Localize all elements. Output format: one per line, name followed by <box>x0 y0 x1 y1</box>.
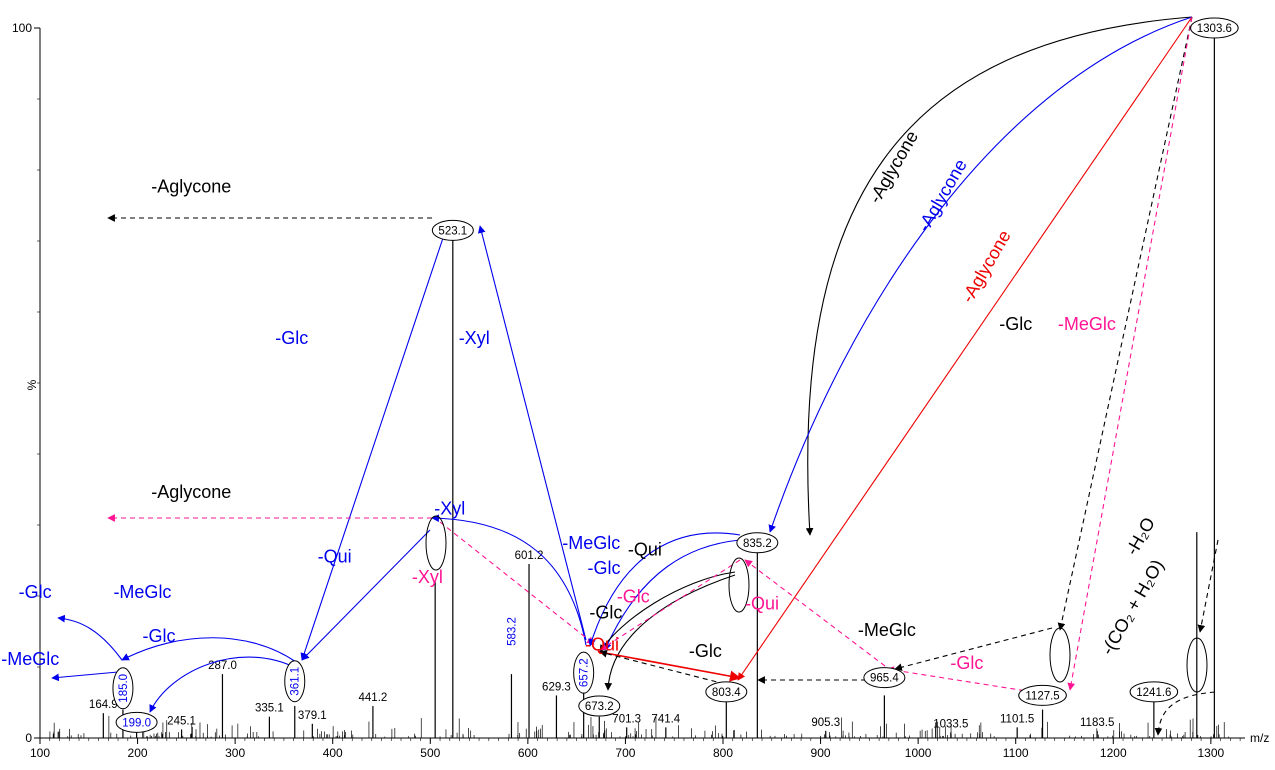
x-tick-label: 500 <box>420 746 440 760</box>
x-tick-label: 1000 <box>905 746 932 760</box>
ion-label-1303.6: 1303.6 <box>1190 17 1239 39</box>
peak-label-601.2: 601.2 <box>515 550 544 562</box>
svg-text:657.2: 657.2 <box>579 658 591 687</box>
ion-labels: 1303.6 523.1 835.2 657.2 673.2 803.4 965.4 1127… <box>112 17 1239 733</box>
annotation-black-5: -MeGlc <box>858 620 916 640</box>
loss-annotations: -Aglycone-Aglycone-Glc-Qui-Glc-MeGlc-Glc… <box>1 127 1168 673</box>
x-tick-label: 1300 <box>1197 746 1224 760</box>
svg-text:1303.6: 1303.6 <box>1197 23 1232 35</box>
annotation-blue-5: -MeGlc <box>562 533 620 553</box>
peak-label-905.3: 905.3 <box>811 717 840 729</box>
annotation-blue-2: -Xyl <box>459 328 490 348</box>
svg-text:1241.6: 1241.6 <box>1136 687 1171 699</box>
svg-text:673.2: 673.2 <box>585 701 614 713</box>
annotation-black-1: -Aglycone <box>151 177 231 197</box>
svg-text:523.1: 523.1 <box>438 225 467 237</box>
peak-label-164.9: 164.9 <box>89 699 118 711</box>
fragmentation-arrows <box>51 16 1219 736</box>
annotation-blue-6: -Glc <box>587 558 620 578</box>
x-tick-label: 1200 <box>1100 746 1127 760</box>
annotation-blue-9: -Glc <box>143 626 176 646</box>
peak-label-701.3: 701.3 <box>612 713 641 725</box>
ion-label-1241.6: 1241.6 <box>1129 681 1179 703</box>
y-tick-label: 0 <box>25 731 32 745</box>
x-tick-label: 300 <box>225 746 245 760</box>
svg-text:199.0: 199.0 <box>122 717 151 729</box>
annotation-blue-4: -Qui <box>318 547 352 567</box>
annotation-black-6: -Glc <box>689 641 722 661</box>
annotation-black-7: -(CO₂ + H₂O) <box>1097 556 1168 658</box>
peak-label-441.2: 441.2 <box>359 692 388 704</box>
x-tick-label: 800 <box>713 746 733 760</box>
peak-label-335.1: 335.1 <box>255 703 284 715</box>
peak-label-1183.5: 1183.5 <box>1080 717 1114 729</box>
svg-text:965.4: 965.4 <box>870 673 899 685</box>
ion-label-361.1: 361.1 <box>284 660 306 703</box>
annotation-black-0: -Aglycone <box>865 127 922 206</box>
annotation-red-0: -Aglycone <box>957 227 1014 306</box>
annotation-blue-1: -Glc <box>275 328 308 348</box>
svg-text:185.0: 185.0 <box>118 674 130 703</box>
ion-label-835.2: 835.2 <box>736 532 779 554</box>
x-axis-label: m/z <box>1250 731 1269 745</box>
peak-label-1101.5: 1101.5 <box>1000 713 1034 725</box>
peaks-layer: 164.9 245.1 287.0 335.1 379.1 441.2 601.2 629.3… <box>49 28 1230 738</box>
ion-label-185.0: 185.0 <box>112 667 134 710</box>
annotation-magenta-3: -Qui <box>745 593 779 613</box>
ion-label-673.2: 673.2 <box>578 695 621 717</box>
svg-text:803.4: 803.4 <box>712 687 741 699</box>
ion-ellipses <box>425 515 1208 693</box>
ion-label-657.2: 657.2 <box>573 651 595 694</box>
x-tick-label: 700 <box>615 746 635 760</box>
peak-label-287: 287.0 <box>208 660 237 672</box>
peak-label-741.4: 741.4 <box>651 713 680 725</box>
ion-label-1127.5: 1127.5 <box>1018 684 1067 706</box>
svg-text:361.1: 361.1 <box>290 667 302 696</box>
annotation-blue-3: -Xyl <box>434 498 465 518</box>
annotation-black-2: -Glc <box>999 314 1032 334</box>
ion-label-803.4: 803.4 <box>705 681 748 703</box>
axis-ticks: 100 200 300 400 500 600 700 800 900 1000 1100 1200 1… <box>12 21 1241 760</box>
x-tick-label: 400 <box>323 746 343 760</box>
ion-label-583.2: 583.2 <box>506 617 518 646</box>
annotation-magenta-1: -Xyl <box>412 567 443 587</box>
ion-label-523.1: 523.1 <box>431 219 474 241</box>
svg-text:583.2: 583.2 <box>506 617 518 646</box>
peak-label-629.3: 629.3 <box>542 681 571 693</box>
annotation-blue-10: -MeGlc <box>1 649 59 669</box>
x-tick-label: 1100 <box>1003 746 1029 760</box>
svg-text:1127.5: 1127.5 <box>1025 690 1059 702</box>
annotation-magenta-0: -MeGlc <box>1058 314 1116 334</box>
annotation-magenta-4: -Glc <box>950 653 983 673</box>
annotation-blue-0: -Aglycone <box>914 156 971 235</box>
annotation-black-4: -Glc <box>589 603 622 623</box>
ion-label-199.0: 199.0 <box>115 711 158 733</box>
annotation-black-3: -Qui <box>628 540 662 560</box>
y-tick-label: 100 <box>12 21 32 35</box>
annotation-blue-8: -MeGlc <box>113 582 171 602</box>
peak-label-245.1: 245.1 <box>167 715 196 727</box>
x-tick-label: 200 <box>128 746 148 760</box>
peak-label-379.1: 379.1 <box>298 710 327 722</box>
svg-text:835.2: 835.2 <box>743 538 772 550</box>
ion-label-965.4: 965.4 <box>863 667 906 689</box>
y-axis-label: % <box>25 379 39 390</box>
x-tick-label: 900 <box>811 746 831 760</box>
annotation-black-9: -Aglycone <box>151 482 231 502</box>
annotation-blue-7: -Glc <box>19 582 52 602</box>
x-tick-label: 600 <box>518 746 538 760</box>
annotation-magenta-2: -Glc <box>617 586 650 606</box>
annotation-red-1: -Qui <box>585 635 619 655</box>
annotation-black-8: -H₂O <box>1122 514 1159 559</box>
x-tick-label: 100 <box>30 746 50 760</box>
